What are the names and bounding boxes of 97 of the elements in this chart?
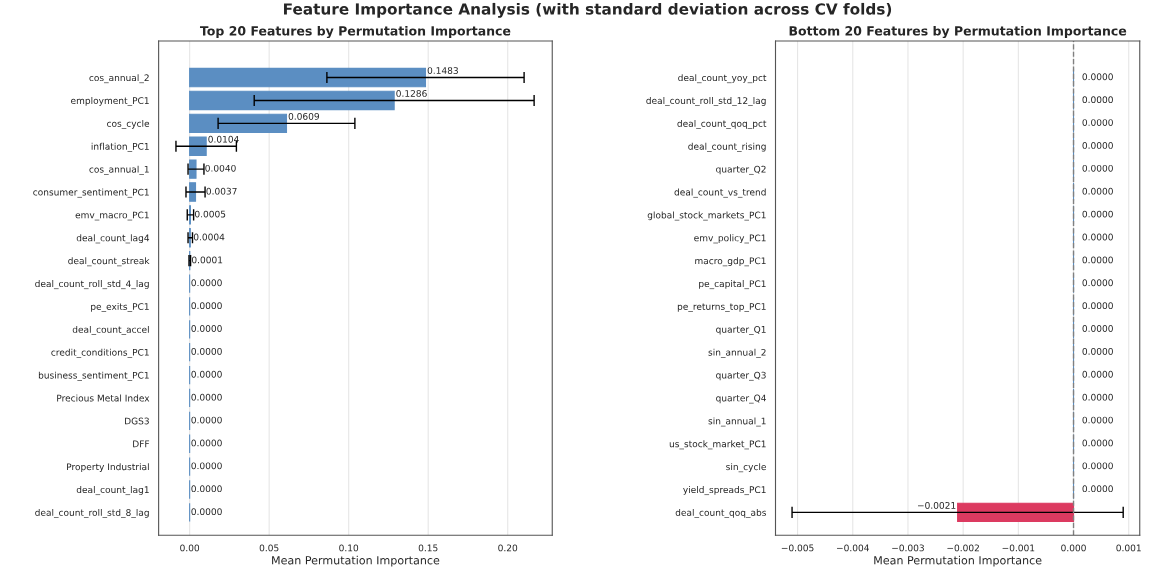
data-label: 0.0000 [1082,142,1113,149]
data-label: 0.0000 [1082,462,1113,470]
y-tick-label: business_sentiment_PC1 [38,371,149,381]
data-label: 0.0000 [1082,73,1113,81]
data-label: 0.0000 [1082,279,1113,287]
y-tick-label: inflation_PC1 [91,142,149,152]
y-tick-label: pe_exits_PC1 [91,302,149,312]
x-tick-label: 0.20 [498,544,518,552]
data-label: 0.0000 [1082,96,1113,104]
x-axis-title: Mean Permutation Importance [874,555,1042,567]
data-label: 0.0000 [191,325,222,332]
y-tick-label: deal_count_lag1 [76,486,149,496]
x-tick-label: −0.001 [1002,544,1035,552]
data-label: 0.0000 [191,416,222,424]
x-tick-label: 0.00 [180,544,200,552]
y-tick-label: macro_gdp_PC1 [695,257,766,267]
y-tick-label: deal_count_lag4 [76,234,150,244]
x-tick-label: 0.000 [1061,544,1086,552]
data-label: 0.0000 [1082,416,1113,424]
data-label: 0.0000 [1082,302,1113,310]
data-label: 0.0000 [191,439,222,447]
data-label: 0.0000 [191,508,222,516]
y-tick-label: deal_count_roll_std_12_lag [646,97,766,107]
y-tick-label: Precious Metal Index [57,394,150,402]
y-tick-label: deal_count_rising [688,142,766,152]
x-tick-label: 0.15 [418,544,438,552]
data-label: 0.0000 [1082,370,1113,378]
y-tick-label: sin_cycle [726,463,766,473]
y-tick-label: deal_count_streak [68,257,150,267]
data-label: 0.0000 [1082,233,1113,241]
y-tick-label: quarter_Q3 [716,371,766,381]
data-label: 0.0000 [1082,439,1113,447]
data-label: 0.0609 [288,112,320,120]
data-label: 0.0104 [208,135,239,143]
data-label: 0.0000 [1082,347,1113,355]
y-tick-label: deal_count_qoq_pct [677,119,767,129]
data-label: 0.1483 [427,67,458,74]
data-label: 0.0000 [191,485,222,493]
data-label: 0.0000 [191,279,222,287]
data-label: 0.0037 [206,187,237,195]
text: Feature Importance Analysis (with standard deviation across CV folds) [284,2,892,18]
y-tick-label: yield_spreads_PC1 [683,486,766,496]
data-label: 0.0005 [195,210,226,218]
y-tick-label: quarter_Q1 [716,325,766,335]
data-label: 0.0000 [191,462,222,470]
data-label: 0.0000 [1082,187,1113,195]
y-tick-label: us_stock_market_PC1 [669,440,766,450]
data-label: 0.0000 [1082,164,1113,172]
y-tick-label: consumer_sentiment_PC1 [33,188,149,198]
y-tick-label: Property Industrial [67,463,149,472]
y-tick-label: employment_PC1 [71,97,149,107]
x-tick-label: −0.005 [781,544,814,552]
y-tick-label: cos_annual_2 [89,74,149,84]
x-tick-label: 0.05 [259,544,279,552]
x-axis-title: Mean Permutation Importance [272,555,440,567]
data-label: −0.0021 [917,501,956,509]
data-label: 0.0040 [205,164,236,172]
y-tick-label: cos_cycle [107,119,150,129]
y-tick-label: quarter_Q4 [716,394,766,404]
y-tick-label: credit_conditions_PC1 [51,348,149,358]
y-tick-label: deal_count_accel [72,325,149,335]
data-label: 0.0001 [191,256,223,264]
data-label: 0.0004 [193,233,225,241]
y-tick-label: cos_annual_1 [89,165,149,175]
data-label: 0.0000 [191,302,222,310]
data-label: 0.0000 [191,370,222,378]
x-tick-label: 0.10 [339,544,359,552]
x-tick-label: −0.003 [892,544,924,552]
data-label: 0.0000 [1082,325,1113,332]
y-tick-label: emv_macro_PC1 [75,211,149,221]
y-tick-label: sin_annual_1 [708,417,766,427]
data-label: 0.1286 [396,90,427,97]
x-tick-label: −0.002 [947,544,979,552]
x-tick-label: 0.001 [1116,544,1141,552]
y-tick-label: global_stock_markets_PC1 [647,211,766,221]
y-tick-label: deal_count_vs_trend [674,188,766,198]
y-tick-label: deal_count_qoq_abs [675,508,767,518]
y-tick-label: deal_count_roll_std_4_lag [35,280,149,290]
data-label: 0.0000 [191,393,222,401]
data-label: 0.0000 [1082,119,1113,126]
y-tick-label: pe_returns_top_PC1 [677,303,766,312]
y-tick-label: deal_count_yoy_pct [678,74,767,84]
x-tick-label: −0.004 [837,544,869,552]
data-label: 0.0000 [1082,393,1113,401]
y-tick-label: sin_annual_2 [708,348,766,358]
y-tick-label: quarter_Q2 [716,165,766,175]
chart-title: Top 20 Features by Permutation Importance [199,25,511,39]
y-tick-label: deal_count_roll_std_8_lag [35,508,149,518]
y-tick-label: DFF [133,440,150,448]
data-label: 0.0000 [1082,485,1113,493]
y-tick-label: pe_capital_PC1 [699,280,766,290]
data-label: 0.0000 [1082,256,1113,264]
data-label: 0.0000 [191,347,222,355]
chart-title: Bottom 20 Features by Permutation Importance [789,25,1127,39]
y-tick-label: emv_policy_PC1 [694,234,766,244]
data-label: 0.0000 [1082,210,1113,218]
y-tick-label: DGS3 [125,417,149,425]
